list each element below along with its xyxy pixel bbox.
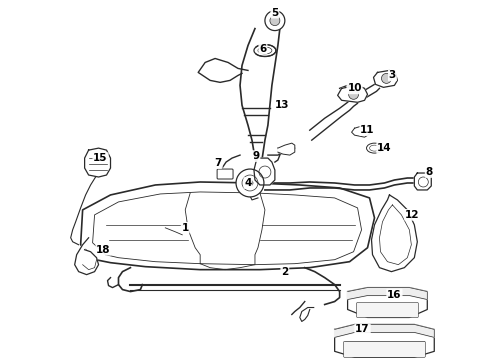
FancyBboxPatch shape xyxy=(357,302,418,318)
Polygon shape xyxy=(352,125,369,137)
Circle shape xyxy=(247,180,253,186)
Text: 9: 9 xyxy=(252,151,260,161)
Circle shape xyxy=(265,11,285,31)
Circle shape xyxy=(236,169,264,197)
Polygon shape xyxy=(278,143,295,155)
Circle shape xyxy=(382,73,392,84)
Polygon shape xyxy=(347,288,427,318)
Polygon shape xyxy=(371,195,417,272)
Text: 4: 4 xyxy=(245,178,252,188)
Text: 17: 17 xyxy=(355,324,370,334)
Ellipse shape xyxy=(254,45,276,57)
Polygon shape xyxy=(81,182,374,270)
Text: 14: 14 xyxy=(377,143,392,153)
Circle shape xyxy=(270,15,280,26)
Text: 8: 8 xyxy=(426,167,433,177)
Polygon shape xyxy=(74,238,98,275)
Text: 5: 5 xyxy=(271,8,278,18)
Text: 15: 15 xyxy=(93,153,108,163)
Circle shape xyxy=(348,89,359,99)
Text: 11: 11 xyxy=(360,125,375,135)
Text: 10: 10 xyxy=(347,84,362,93)
Text: 18: 18 xyxy=(97,245,111,255)
Text: 13: 13 xyxy=(274,100,289,110)
Polygon shape xyxy=(254,158,275,185)
Polygon shape xyxy=(85,148,111,177)
FancyBboxPatch shape xyxy=(217,169,233,179)
Text: 6: 6 xyxy=(259,44,267,54)
Text: 3: 3 xyxy=(389,71,396,80)
Text: 1: 1 xyxy=(182,223,189,233)
Text: 2: 2 xyxy=(281,267,289,276)
Polygon shape xyxy=(415,173,431,190)
Text: 7: 7 xyxy=(215,158,222,168)
Ellipse shape xyxy=(367,143,383,153)
Polygon shape xyxy=(373,71,397,87)
Polygon shape xyxy=(335,324,434,337)
Text: 12: 12 xyxy=(405,210,419,220)
Polygon shape xyxy=(335,324,434,357)
FancyBboxPatch shape xyxy=(343,341,425,357)
Polygon shape xyxy=(338,85,368,102)
Text: 16: 16 xyxy=(387,289,402,300)
Polygon shape xyxy=(347,288,427,300)
